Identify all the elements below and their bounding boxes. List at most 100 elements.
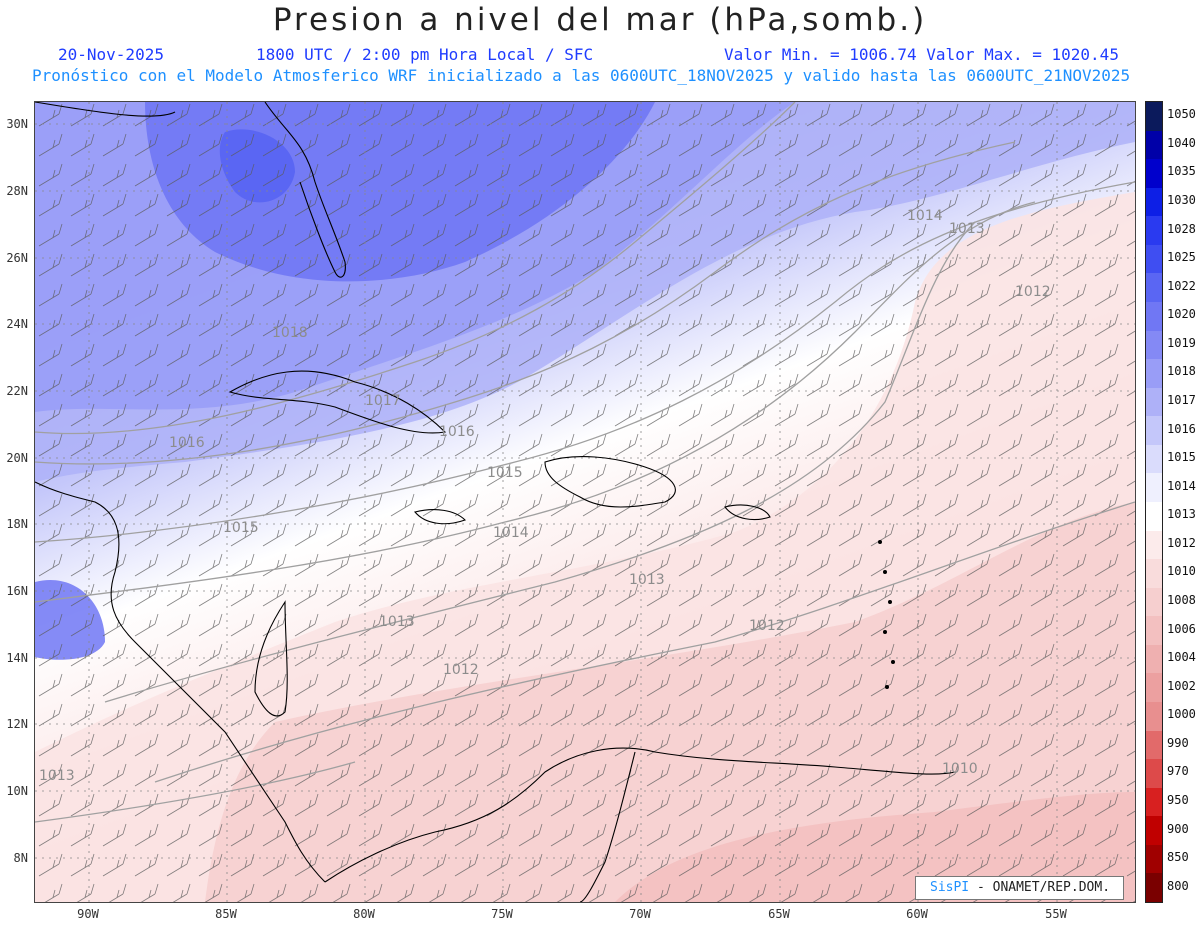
colorbar-segment [1146, 844, 1162, 874]
colorbar-segment [1146, 130, 1162, 160]
colorbar-segment [1146, 473, 1162, 503]
valid-date: 20-Nov-2025 [58, 45, 164, 64]
lat-tick: 20N [6, 451, 28, 465]
colorbar-segment [1146, 587, 1162, 617]
isobar-label: 1014 [907, 208, 943, 224]
lat-tick: 8N [13, 851, 28, 865]
colorbar-segment [1146, 730, 1162, 760]
lat-tick: 12N [6, 717, 28, 731]
colorbar-segment [1146, 559, 1162, 589]
colorbar-segment [1146, 216, 1162, 246]
colorbar-label: 970 [1167, 764, 1189, 779]
isobar-label: 1013 [39, 768, 75, 784]
lon-tick: 60W [906, 907, 928, 921]
credit-owner: - ONAMET/REP.DOM. [969, 880, 1111, 895]
colorbar-label: 1013 [1167, 507, 1196, 522]
isobar-label: 1015 [487, 465, 523, 481]
colorbar-label: 1000 [1167, 707, 1196, 722]
isobar-label: 1016 [439, 424, 475, 440]
map-title: Presion a nivel del mar (hPa,somb.) [272, 2, 928, 38]
colorbar-label: 1028 [1167, 221, 1196, 236]
colorbar-label: 1018 [1167, 364, 1196, 379]
lon-tick: 70W [629, 907, 651, 921]
colorbar-segment [1146, 759, 1162, 789]
colorbar-segment [1146, 444, 1162, 474]
lat-tick: 18N [6, 517, 28, 531]
isobar-label: 1015 [223, 520, 259, 536]
lat-tick: 24N [6, 317, 28, 331]
colorbar-label: 850 [1167, 850, 1189, 865]
isobar-label: 1012 [749, 618, 785, 634]
colorbar-label: 1002 [1167, 678, 1196, 693]
lat-tick: 28N [6, 184, 28, 198]
isobar-label: 1017 [365, 393, 401, 409]
isobar-label: 1010 [942, 761, 978, 777]
colorbar-segment [1146, 816, 1162, 846]
colorbar-segment [1146, 673, 1162, 703]
colorbar-segment [1146, 530, 1162, 560]
colorbar-label: 1014 [1167, 478, 1196, 493]
colorbar-label: 1035 [1167, 164, 1196, 179]
lon-tick: 85W [215, 907, 237, 921]
isobar-label: 1012 [1015, 284, 1051, 300]
colorbar-segment [1146, 502, 1162, 532]
lat-tick: 14N [6, 651, 28, 665]
colorbar-segment [1146, 873, 1162, 903]
credit-box: SisPI - ONAMET/REP.DOM. [915, 876, 1124, 900]
isobar-label: 1013 [629, 572, 665, 588]
min-max-values: Valor Min. = 1006.74 Valor Max. = 1020.4… [724, 45, 1119, 64]
colorbar-label: 950 [1167, 793, 1189, 807]
colorbar-segment [1146, 273, 1162, 303]
colorbar-segment [1146, 416, 1162, 446]
lon-tick: 55W [1045, 907, 1067, 921]
colorbar-label: 1040 [1167, 135, 1196, 150]
lat-tick: 16N [6, 584, 28, 598]
lon-tick: 65W [768, 907, 790, 921]
colorbar-label: 1006 [1167, 621, 1196, 636]
isobar-label: 1013 [379, 614, 415, 630]
lon-tick: 90W [77, 907, 99, 921]
colorbar-label: 1019 [1167, 335, 1196, 350]
colorbar-label: 900 [1167, 821, 1189, 836]
colorbar-label: 1012 [1167, 535, 1196, 550]
colorbar-segment [1146, 787, 1162, 817]
colorbar-label: 800 [1167, 878, 1189, 893]
colorbar-segment [1146, 244, 1162, 274]
colorbar-label: 1010 [1167, 564, 1196, 579]
colorbar-segment [1146, 644, 1162, 674]
colorbar-label: 1016 [1167, 421, 1196, 436]
lat-tick: 10N [6, 784, 28, 798]
colorbar-label: 1050 [1167, 107, 1196, 122]
colorbar-label: 1022 [1167, 278, 1196, 293]
colorbar-label: 1017 [1167, 393, 1196, 407]
colorbar-segment [1146, 359, 1162, 389]
colorbar-segment [1146, 616, 1162, 646]
colorbar-label: 1025 [1167, 250, 1196, 265]
isobar-label: 1013 [949, 221, 985, 237]
model-info: Pronóstico con el Modelo Atmosferico WRF… [32, 66, 1131, 85]
lat-tick: 22N [6, 384, 28, 398]
colorbar-label: 1030 [1167, 193, 1196, 207]
isobar-label: 1018 [272, 325, 308, 341]
isobar-label: 1012 [443, 662, 479, 678]
colorbar-segment [1146, 159, 1162, 189]
colorbar-segment [1146, 330, 1162, 360]
isobar-label: 1014 [493, 525, 529, 541]
colorbar-label: 1020 [1167, 307, 1196, 322]
colorbar-label: 990 [1167, 735, 1189, 750]
lat-tick: 30N [6, 117, 28, 131]
colorbar-segment [1146, 702, 1162, 732]
valid-time: 1800 UTC / 2:00 pm Hora Local / SFC [256, 45, 594, 64]
colorbar-label: 1008 [1167, 593, 1196, 607]
lon-tick: 75W [491, 907, 513, 921]
colorbar-label: 1015 [1167, 450, 1196, 465]
pressure-colorbar [1145, 101, 1163, 903]
isobar-label: 1016 [169, 435, 205, 451]
lon-tick: 80W [353, 907, 375, 921]
colorbar-segment [1146, 102, 1162, 132]
lat-tick: 26N [6, 251, 28, 265]
colorbar-segment [1146, 187, 1162, 217]
pressure-map: 1018 1017 1016 1016 1015 1015 1014 1014 … [34, 101, 1136, 903]
colorbar-label: 1004 [1167, 650, 1196, 665]
colorbar-segment [1146, 302, 1162, 332]
